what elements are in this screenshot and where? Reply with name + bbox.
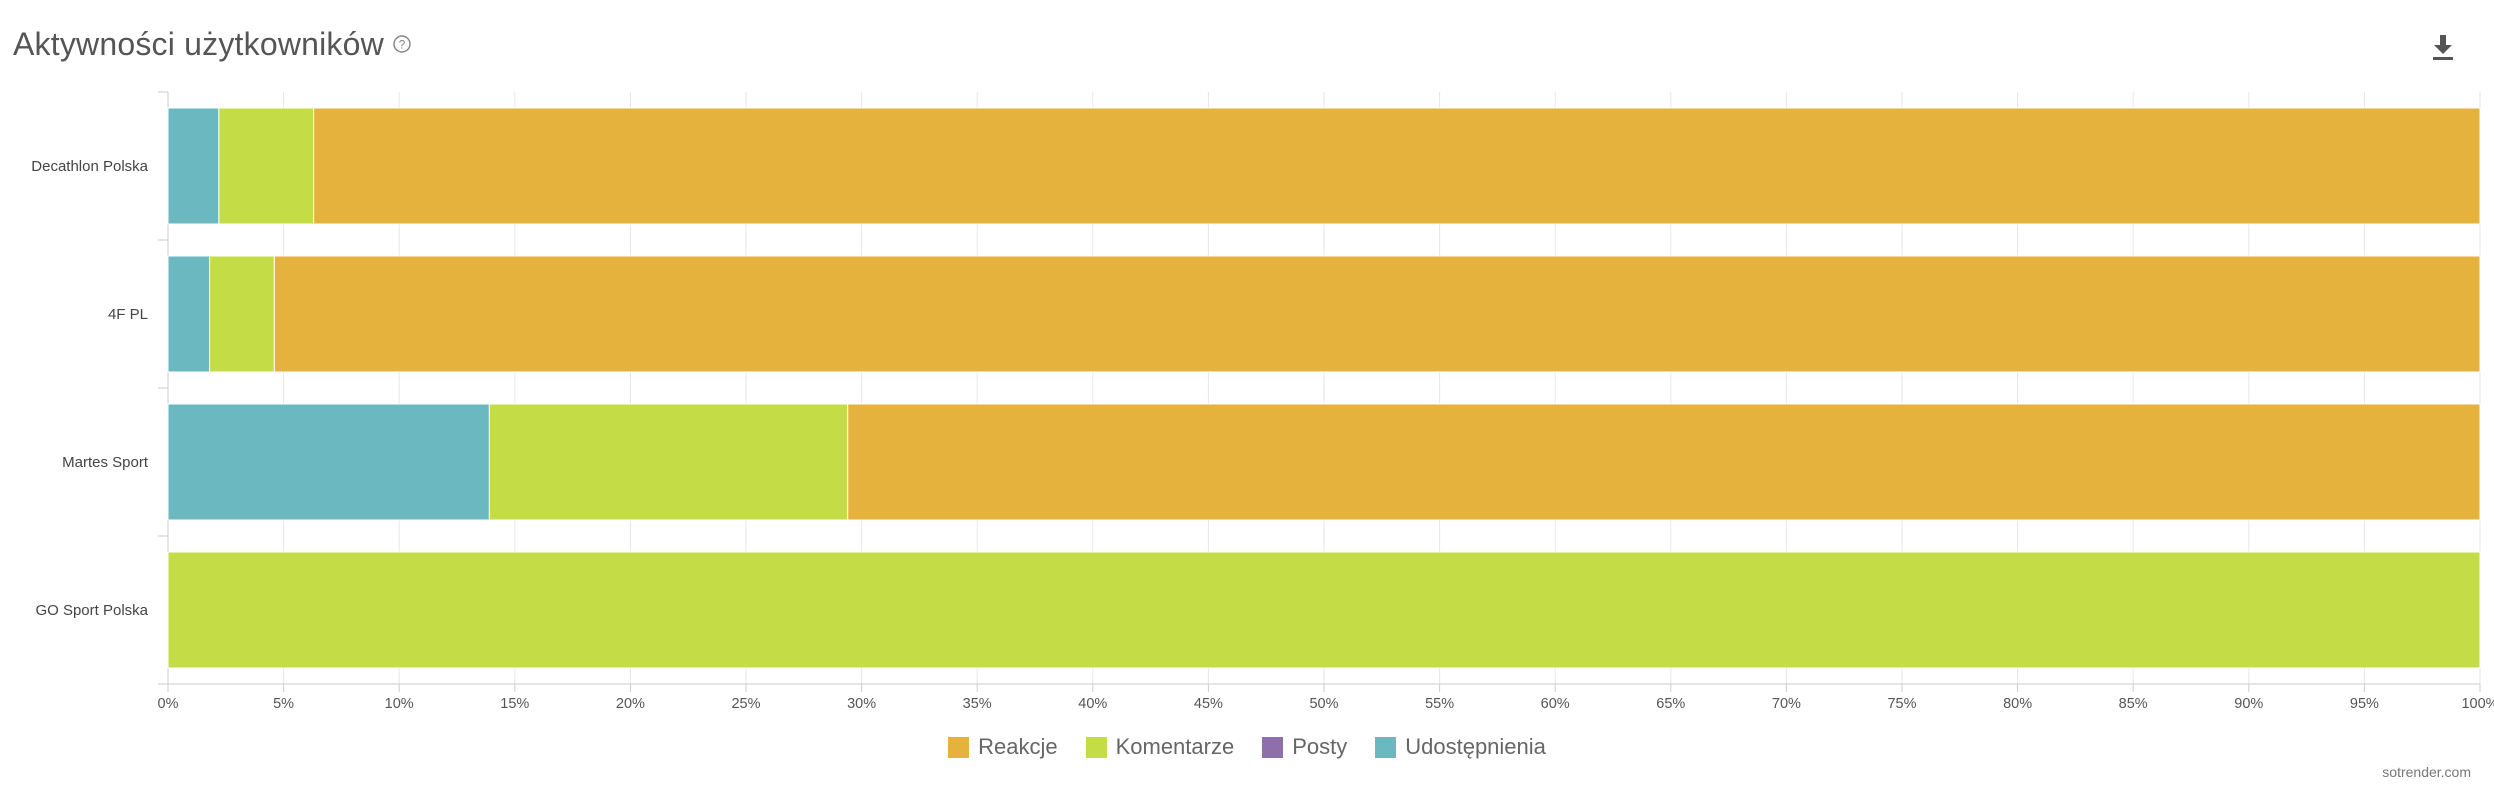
legend-item[interactable]: Udostępnienia [1375, 734, 1546, 760]
bar-segment[interactable] [167, 403, 490, 521]
x-tick-label: 65% [1656, 696, 1685, 712]
legend-item[interactable]: Reakcje [948, 734, 1058, 760]
legend-label: Komentarze [1115, 734, 1235, 759]
x-tick-label: 5% [273, 696, 294, 712]
svg-text:?: ? [399, 38, 406, 52]
bar-segment[interactable] [167, 551, 2481, 669]
legend-swatch [948, 736, 970, 758]
category-label: Martes Sport [62, 454, 149, 471]
x-tick-label: 55% [1425, 696, 1454, 712]
bar-segment[interactable] [488, 403, 849, 521]
x-tick-label: 45% [1194, 696, 1223, 712]
chart-area: 0% 5% 10% 15% 20% 25% 30% 35% 40% 45% 50% 55% 60% 65%… [31, 91, 2494, 712]
x-tick-label: 35% [963, 696, 992, 712]
x-tick-label: 60% [1541, 696, 1570, 712]
x-tick-label: 80% [2003, 696, 2032, 712]
x-tick-label: 85% [2119, 696, 2148, 712]
legend-label: Reakcje [978, 734, 1058, 759]
bar-segment[interactable] [313, 107, 2481, 225]
category-label: GO Sport Polska [35, 602, 148, 619]
x-tick-label: 95% [2350, 696, 2379, 712]
legend-swatch [1375, 736, 1397, 758]
legend-item[interactable]: Komentarze [1085, 734, 1235, 760]
x-tick-label: 50% [1309, 696, 1338, 712]
x-tick-label: 90% [2234, 696, 2263, 712]
x-tick-label: 30% [847, 696, 876, 712]
legend-item[interactable]: Posty [1262, 734, 1347, 760]
x-tick-label: 15% [500, 696, 529, 712]
x-tick-label: 70% [1772, 696, 1801, 712]
chart-title: Aktywności użytkowników [13, 25, 384, 62]
legend-label: Udostępnienia [1405, 734, 1546, 759]
bar-segment[interactable] [167, 107, 220, 225]
chart-header: Aktywności użytkowników ? [13, 22, 412, 66]
x-tick-label: 75% [1887, 696, 1916, 712]
bar-segment[interactable] [167, 255, 211, 373]
legend-swatch [1085, 736, 1107, 758]
x-tick-label: 25% [731, 696, 760, 712]
x-tick-label: 0% [158, 696, 179, 712]
legend-label: Posty [1292, 734, 1348, 759]
x-tick-label: 20% [616, 696, 645, 712]
download-icon[interactable] [2430, 32, 2456, 62]
x-tick-label: 100% [2461, 696, 2494, 712]
legend-swatch [1262, 736, 1284, 758]
x-tick-label: 40% [1078, 696, 1107, 712]
help-circle-icon[interactable]: ? [392, 34, 412, 54]
bar-segment[interactable] [847, 403, 2481, 521]
credit-text: sotrender.com [2382, 764, 2471, 780]
x-tick-label: 10% [385, 696, 414, 712]
bar-segment[interactable] [209, 255, 275, 373]
category-label: 4F PL [108, 306, 148, 323]
bar-segment[interactable] [218, 107, 315, 225]
bar-segment[interactable] [273, 255, 2481, 373]
category-label: Decathlon Polska [31, 158, 148, 175]
chart-legend: Reakcje Komentarze Posty Udostępnienia [0, 730, 2494, 764]
